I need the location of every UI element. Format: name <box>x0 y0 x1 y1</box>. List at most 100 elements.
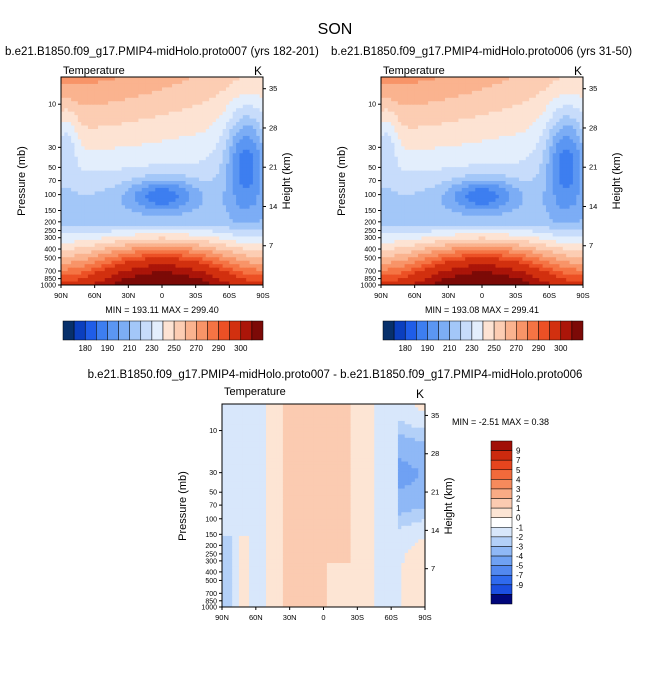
contour-cell <box>225 87 230 92</box>
contour-cell <box>259 219 263 224</box>
contour-cell <box>94 132 99 137</box>
contour-cell <box>414 77 419 82</box>
contour-cell <box>165 233 170 238</box>
contour-cell <box>461 77 466 82</box>
contour-cell <box>108 194 113 199</box>
contour-cell <box>202 281 207 285</box>
contour-cell <box>81 101 86 106</box>
contour-cell <box>111 170 116 175</box>
contour-cell <box>236 198 241 203</box>
contour-cell <box>572 135 577 140</box>
contour-cell <box>128 257 133 262</box>
contour-cell <box>252 80 257 85</box>
contour-cell <box>397 129 402 134</box>
contour-cell <box>256 160 261 165</box>
contour-cell <box>232 104 237 109</box>
contour-cell <box>118 226 123 231</box>
contour-cell <box>242 108 247 113</box>
contour-cell <box>91 267 96 272</box>
contour-cell <box>61 135 65 140</box>
contour-cell <box>158 271 163 276</box>
contour-cell <box>172 239 177 244</box>
contour-cell <box>111 219 116 224</box>
contour-cell <box>397 142 402 147</box>
contour-cell <box>219 187 224 192</box>
contour-cell <box>515 101 520 106</box>
contour-cell <box>111 205 116 210</box>
contour-cell <box>145 149 150 154</box>
contour-cell <box>172 260 177 265</box>
contour-cell <box>199 260 203 265</box>
contour-cell <box>229 239 234 244</box>
contour-cell <box>128 132 133 137</box>
contour-cell <box>67 194 72 199</box>
contour-cell <box>572 87 577 92</box>
contour-cell <box>407 83 412 88</box>
contour-cell <box>101 156 106 161</box>
contour-cell <box>209 160 214 165</box>
contour-cell <box>545 90 550 95</box>
contour-cell <box>168 94 173 99</box>
contour-cell <box>81 184 86 189</box>
contour-cell <box>441 142 446 147</box>
contour-cell <box>579 111 583 116</box>
contour-cell <box>576 139 581 144</box>
contour-cell <box>222 80 227 85</box>
contour-cell <box>128 236 133 241</box>
contour-cell <box>411 132 416 137</box>
contour-cell <box>532 104 537 109</box>
contour-cell <box>74 108 79 113</box>
contour-cell <box>519 90 523 95</box>
contour-cell <box>135 264 140 269</box>
contour-cell <box>61 246 65 251</box>
contour-cell <box>135 108 140 113</box>
contour-cell <box>74 101 79 106</box>
contour-cell <box>559 135 564 140</box>
contour-cell <box>249 167 254 172</box>
contour-cell <box>441 101 446 106</box>
contour-cell <box>424 129 429 134</box>
contour-cell <box>252 90 257 95</box>
contour-cell <box>151 122 156 127</box>
contour-cell <box>391 135 396 140</box>
contour-cell <box>155 201 160 206</box>
contour-cell <box>256 97 261 102</box>
contour-cell <box>428 101 433 106</box>
contour-cell <box>175 274 180 279</box>
contour-cell <box>239 170 244 175</box>
contour-cell <box>84 132 89 137</box>
contour-cell <box>131 267 136 272</box>
contour-cell <box>552 77 557 82</box>
contour-cell <box>492 87 497 92</box>
contour-cell <box>165 174 170 179</box>
contour-cell <box>135 226 140 231</box>
contour-cell <box>124 108 129 113</box>
contour-cell <box>108 253 113 258</box>
contour-cell <box>141 90 146 95</box>
contour-cell <box>178 181 183 186</box>
contour-cell <box>81 222 86 227</box>
contour-cell <box>108 129 113 134</box>
contour-cell <box>141 129 146 134</box>
contour-cell <box>81 170 86 175</box>
contour-cell <box>182 83 187 88</box>
contour-cell <box>229 174 234 179</box>
contour-cell <box>566 80 571 85</box>
contour-cell <box>381 142 385 147</box>
contour-cell <box>232 219 237 224</box>
contour-cell <box>215 257 220 262</box>
contour-cell <box>407 135 412 140</box>
contour-cell <box>145 142 150 147</box>
contour-cell <box>482 111 486 116</box>
contour-cell <box>87 212 92 217</box>
contour-cell <box>74 83 79 88</box>
contour-cell <box>525 139 530 144</box>
contour-cell <box>215 115 220 120</box>
contour-cell <box>205 239 210 244</box>
contour-cell <box>101 132 106 137</box>
contour-cell <box>202 184 207 189</box>
contour-cell <box>545 111 550 116</box>
contour-cell <box>215 246 220 251</box>
contour-cell <box>192 215 197 220</box>
contour-cell <box>239 181 244 186</box>
